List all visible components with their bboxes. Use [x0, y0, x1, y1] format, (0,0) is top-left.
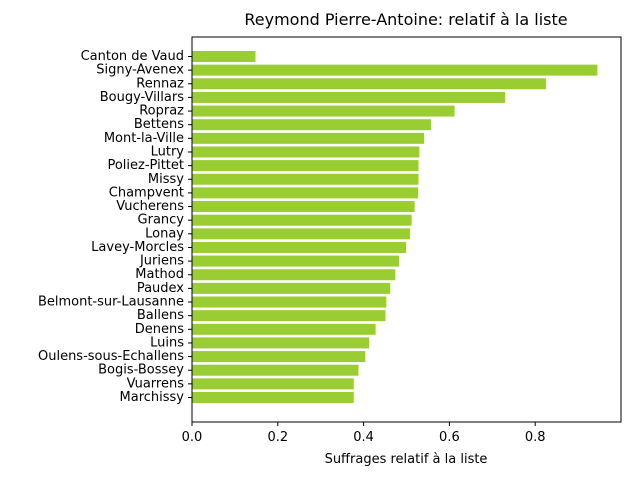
bar	[192, 201, 415, 213]
bar	[192, 392, 354, 403]
x-tick-label: 0.6	[439, 430, 460, 445]
y-tick-label: Luins	[150, 335, 184, 350]
bar	[192, 91, 506, 103]
bar	[192, 241, 407, 253]
bar	[192, 296, 387, 308]
y-tick-label: Paudex	[137, 281, 184, 296]
bar	[192, 269, 396, 281]
bar	[192, 228, 410, 240]
bar	[192, 310, 386, 322]
bar	[192, 351, 366, 363]
bar	[192, 105, 455, 117]
y-tick-label: Bettens	[134, 117, 184, 132]
y-tick-label: Missy	[148, 172, 184, 187]
bar	[192, 378, 354, 390]
y-tick-label: Mathod	[135, 267, 184, 282]
y-tick-label: Marchissy	[120, 390, 185, 405]
y-tick-label: Lutry	[151, 144, 185, 159]
x-axis-ticks: 0.0 0.2 0.4 0.6 0.8	[182, 422, 546, 445]
x-tick-label: 0.2	[267, 430, 288, 445]
y-tick-label: Oulens-sous-Echallens	[38, 349, 184, 364]
y-tick-label: Denens	[135, 322, 184, 337]
bar	[192, 282, 391, 294]
bar	[192, 337, 370, 349]
y-tick-label: Lavey-Morcles	[91, 240, 184, 255]
bar	[192, 173, 419, 185]
bar	[192, 255, 400, 267]
x-tick-label: 0.8	[525, 430, 546, 445]
chart-title: Reymond Pierre-Antoine: relatif à la lis…	[244, 10, 567, 29]
y-tick-label: Vuarrens	[127, 376, 185, 391]
bar	[192, 78, 546, 90]
y-tick-label: Bougy-Villars	[100, 90, 185, 105]
bar	[192, 146, 420, 158]
y-tick-label: Champvent	[109, 185, 184, 200]
y-tick-label: Poliez-Pittet	[107, 158, 184, 173]
bar	[192, 187, 419, 199]
y-tick-label: Lonay	[145, 226, 184, 241]
bar	[192, 364, 359, 376]
y-tick-label: Mont-la-Ville	[104, 131, 184, 146]
bar	[192, 119, 431, 131]
y-tick-label: Signy-Avenex	[96, 63, 184, 78]
y-tick-label: Ballens	[137, 308, 184, 323]
plot-frame	[191, 36, 622, 423]
bar	[192, 132, 425, 144]
y-tick-label: Vucherens	[116, 199, 184, 214]
bar	[192, 214, 412, 226]
x-axis-label: Suffrages relatif à la liste	[325, 452, 488, 467]
bar	[192, 51, 256, 62]
bar	[192, 323, 376, 335]
y-tick-label: Ropraz	[139, 104, 184, 119]
y-tick-label: Canton de Vaud	[81, 49, 184, 64]
y-tick-label: Bogis-Bossey	[98, 363, 184, 378]
y-tick-label: Rennaz	[136, 76, 184, 91]
y-tick-label: Juriens	[139, 254, 184, 269]
y-axis-ticks: Canton de VaudSigny-AvenexRennazBougy-Vi…	[38, 49, 192, 405]
y-tick-label: Belmont-sur-Lausanne	[38, 295, 184, 310]
bar	[192, 160, 419, 172]
x-tick-label: 0.4	[353, 430, 374, 445]
bars-group	[192, 51, 598, 403]
y-tick-label: Grancy	[138, 213, 185, 228]
bar	[192, 64, 598, 76]
x-tick-label: 0.0	[182, 430, 203, 445]
